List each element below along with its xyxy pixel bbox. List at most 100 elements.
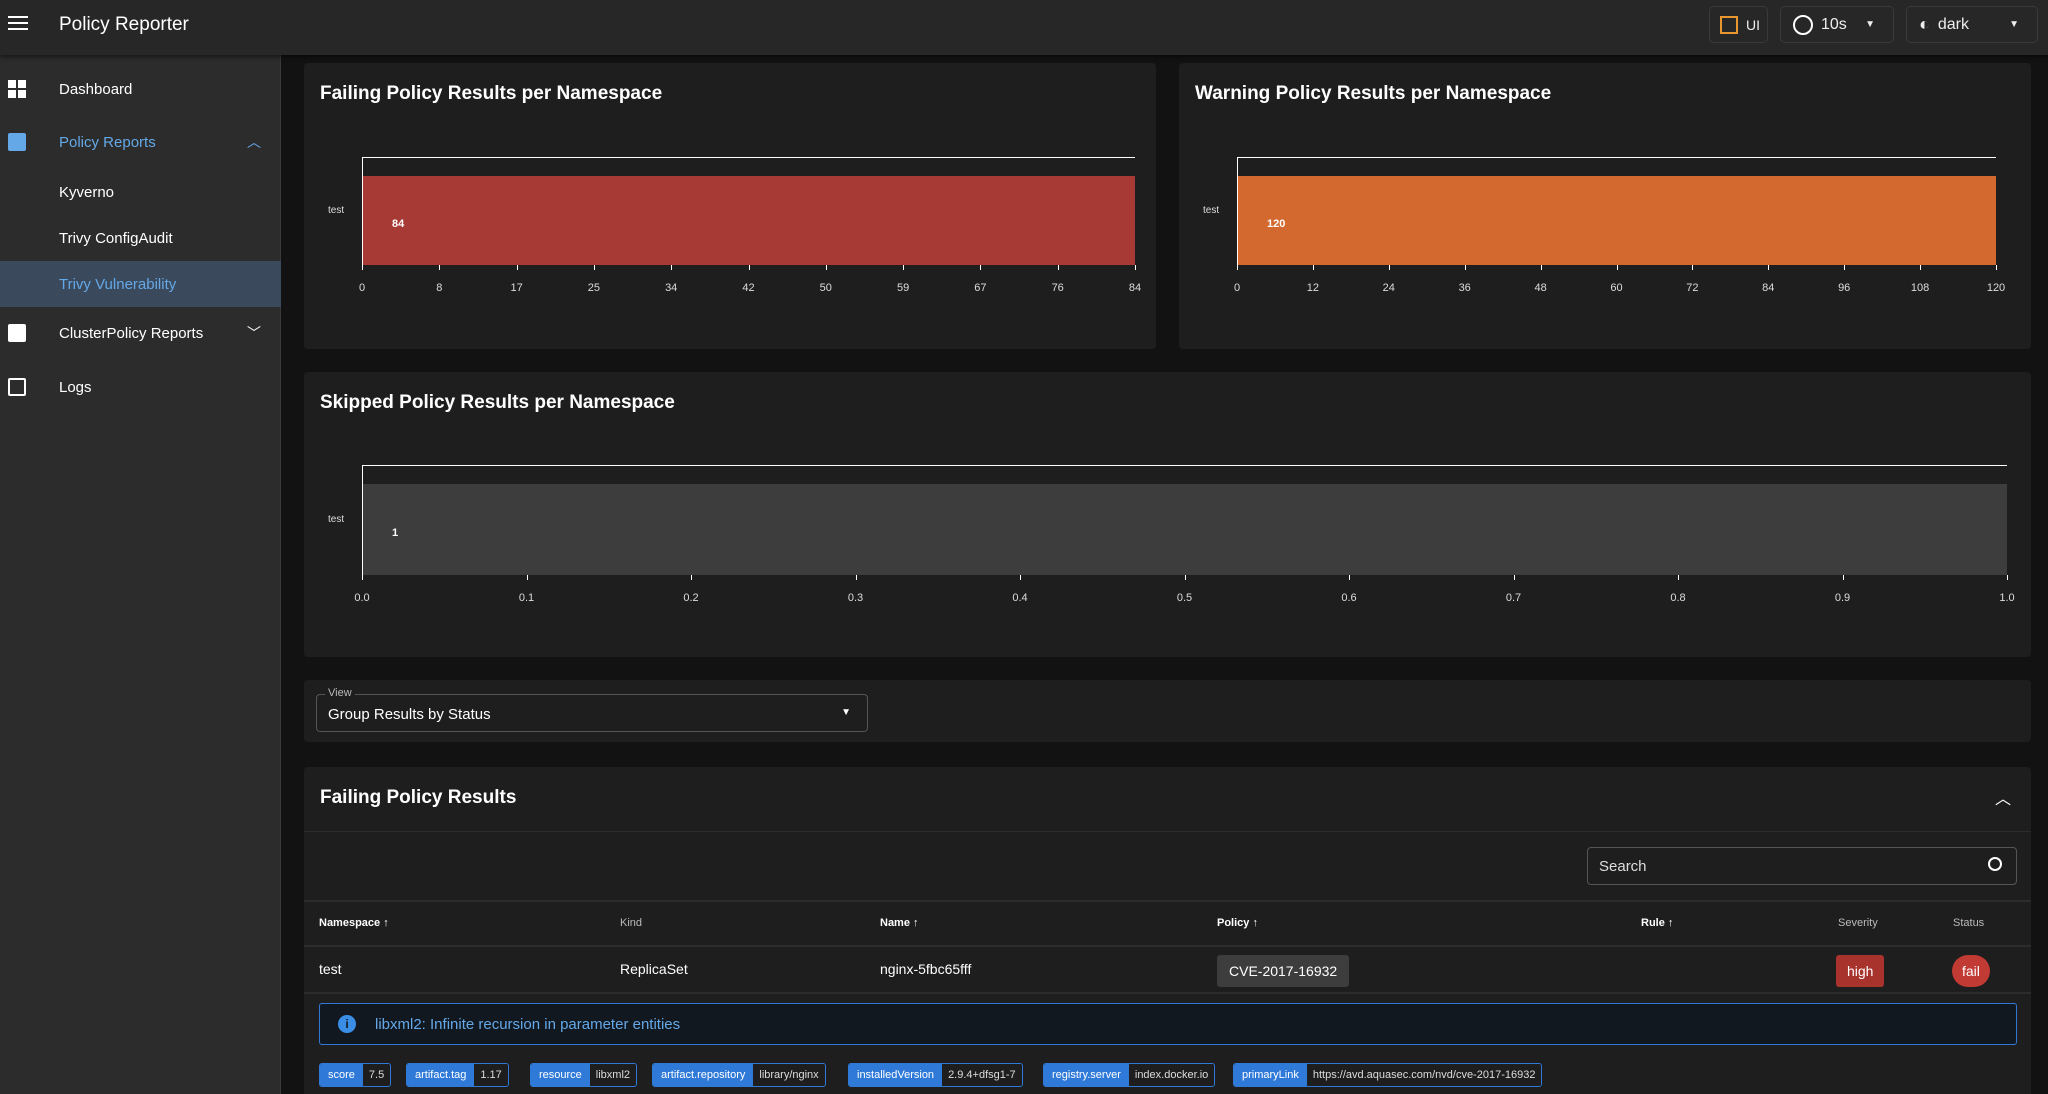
interval-select[interactable]: 10s ▼ — [1780, 6, 1894, 43]
report-icon — [8, 324, 26, 342]
dropdown-arrow-icon: ▼ — [2009, 19, 2019, 30]
sidebar-item-clusterpolicy-reports[interactable]: ClusterPolicy Reports ﹀ — [0, 311, 281, 355]
data-label: 120 — [1267, 218, 1286, 230]
property-tag: score 7.5 — [319, 1063, 392, 1087]
chevron-up-icon: ︿ — [247, 134, 261, 150]
bar — [363, 176, 1135, 265]
x-tick-mark — [2007, 575, 2008, 580]
sidebar: Dashboard Policy Reports ︿ Kyverno Trivy … — [0, 55, 281, 1094]
chart-title: Failing Policy Results per Namespace — [320, 83, 663, 104]
x-tick-mark — [593, 265, 595, 270]
category-label: test — [328, 205, 345, 216]
column-header-severity: Severity — [1838, 917, 1878, 929]
failing-chart-card: Failing Policy Results per Namespace tes… — [304, 63, 1156, 349]
x-tick-mark — [1616, 265, 1618, 270]
dropdown-arrow-icon: ▼ — [841, 707, 851, 718]
x-tick-label: 0.2 — [683, 592, 699, 604]
column-header-name[interactable]: Name ↑ — [880, 917, 919, 929]
category-label: test — [1203, 205, 1220, 216]
x-tick-label: 48 — [1534, 282, 1547, 294]
sidebar-item-dashboard[interactable]: Dashboard — [0, 67, 281, 111]
x-tick-label: 1.0 — [1999, 592, 2015, 604]
skipped-chart-card: Skipped Policy Results per Namespace tes… — [304, 372, 2031, 657]
x-tick-label: 8 — [436, 282, 443, 294]
plot-frame — [362, 157, 1135, 265]
property-tag: resource libxml2 — [530, 1063, 638, 1087]
x-tick-mark — [1996, 265, 1997, 270]
ui-button[interactable]: UI — [1709, 6, 1768, 43]
x-tick-label: 76 — [1051, 282, 1064, 294]
search-icon — [1988, 857, 2002, 871]
x-tick-label: 0.6 — [1341, 592, 1357, 604]
property-tag: registry.server index.docker.io — [1043, 1063, 1216, 1087]
x-tick-mark — [1513, 575, 1515, 580]
x-tick-mark — [1842, 575, 1844, 580]
column-header-policy[interactable]: Policy ↑ — [1217, 917, 1258, 929]
x-tick-mark — [825, 265, 827, 270]
x-tick-mark — [362, 265, 363, 270]
terminal-icon — [8, 378, 26, 396]
report-icon — [8, 133, 26, 151]
x-tick-label: 0.1 — [518, 592, 535, 604]
theme-select[interactable]: ◐ dark ▼ — [1906, 6, 2038, 43]
x-tick-mark — [1678, 575, 1679, 580]
x-tick-mark — [1540, 265, 1542, 270]
sidebar-item-trivy-configaudit[interactable]: Trivy ConfigAudit — [59, 229, 173, 247]
property-tag: artifact.tag 1.17 — [406, 1063, 509, 1087]
x-tick-mark — [671, 265, 673, 270]
sidebar-item-policy-reports[interactable]: Policy Reports ︿ — [0, 120, 281, 164]
x-tick-mark — [1768, 265, 1770, 270]
clock-icon — [1793, 14, 1813, 35]
x-tick-mark — [1692, 265, 1694, 270]
column-header-namespace[interactable]: Namespace ↑ — [319, 917, 389, 929]
bar — [1238, 176, 1996, 265]
x-tick-label: 96 — [1838, 282, 1851, 294]
severity-badge: high — [1836, 955, 1885, 987]
app-title: Policy Reporter — [59, 14, 189, 35]
x-tick-label: 84 — [1128, 282, 1142, 294]
x-tick-mark — [1237, 265, 1238, 270]
x-tick-mark — [691, 575, 692, 580]
menu-icon[interactable] — [8, 14, 28, 32]
x-tick-mark — [1312, 265, 1314, 270]
dashboard-icon — [8, 80, 26, 98]
x-tick-mark — [980, 265, 982, 270]
status-badge: fail — [1952, 955, 1990, 987]
x-tick-label: 0.5 — [1176, 592, 1193, 604]
x-tick-label: 17 — [510, 282, 523, 294]
x-tick-mark — [439, 265, 441, 270]
x-tick-mark — [1349, 575, 1350, 580]
x-tick-label: 50 — [819, 282, 832, 294]
x-tick-mark — [903, 265, 905, 270]
x-tick-label: 0 — [1233, 282, 1241, 294]
x-tick-label: 120 — [1986, 282, 2006, 294]
x-tick-mark — [748, 265, 750, 270]
column-header-status: Status — [1953, 917, 1985, 929]
x-tick-mark — [1844, 265, 1846, 270]
data-label: 1 — [392, 527, 399, 539]
x-tick-label: 0.8 — [1670, 592, 1686, 604]
sidebar-item-logs[interactable]: Logs — [0, 365, 281, 409]
policy-chip: CVE-2017-16932 — [1217, 955, 1350, 987]
x-tick-mark — [362, 575, 363, 580]
x-tick-mark — [855, 575, 857, 580]
warning-chart-card: Warning Policy Results per Namespace tes… — [1179, 63, 2031, 349]
x-tick-mark — [1920, 265, 1922, 270]
chart-title: Skipped Policy Results per Namespace — [320, 392, 675, 413]
x-tick-mark — [1135, 265, 1136, 270]
category-label: test — [328, 514, 345, 525]
view-card: View Group Results by Status ▼ — [304, 680, 2031, 742]
x-tick-label: 72 — [1686, 282, 1699, 294]
sidebar-item-trivy-vulnerability[interactable]: Trivy Vulnerability — [0, 261, 281, 307]
x-tick-label: 67 — [974, 282, 987, 294]
x-tick-mark — [1184, 575, 1186, 580]
dropdown-arrow-icon: ▼ — [1865, 19, 1875, 30]
sidebar-item-kyverno[interactable]: Kyverno — [59, 183, 115, 201]
search-input[interactable]: Search — [1587, 847, 2017, 885]
view-select[interactable]: View Group Results by Status ▼ — [316, 687, 868, 732]
x-tick-mark — [1388, 265, 1390, 270]
x-tick-label: 0.9 — [1834, 592, 1851, 604]
collapse-chevron-icon[interactable]: ︿ — [1994, 791, 2011, 808]
x-tick-label: 0.4 — [1012, 592, 1028, 604]
column-header-rule[interactable]: Rule ↑ — [1641, 917, 1674, 929]
